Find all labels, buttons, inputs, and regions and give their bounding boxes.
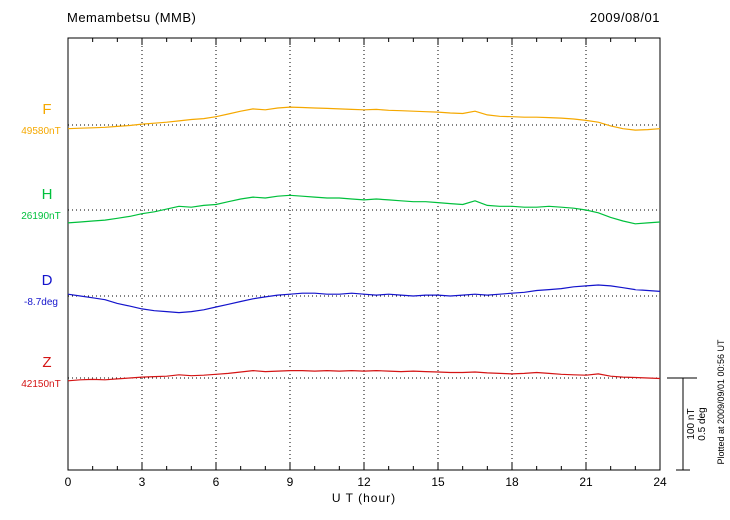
baseline-value-F: 49580nT (21, 126, 61, 137)
series-label-H: H (41, 186, 53, 203)
scale-label-nT: 100 nT (686, 408, 697, 440)
scale-bar-labels: 100 nT 0.5 deg (686, 407, 708, 440)
x-tick-label: 18 (505, 475, 519, 489)
baseline-value-D: -8.7deg (24, 297, 58, 308)
x-tick-label: 15 (431, 475, 445, 489)
series-label-D: D (41, 272, 53, 289)
trace-D (67, 284, 661, 314)
x-tick-label: 12 (357, 475, 371, 489)
series-label-F: F (42, 101, 52, 118)
baseline-value-Z: 42150nT (21, 379, 61, 390)
x-tick-label: 0 (65, 475, 72, 489)
observation-date: 2009/08/01 (589, 10, 660, 25)
plotted-at-note: Plotted at 2009/09/01 00:56 UT (716, 339, 726, 465)
x-axis-label: U T (hour) (331, 491, 397, 505)
series-label-Z: Z (42, 354, 52, 371)
trace-H (67, 194, 661, 225)
baseline-value-H: 26190nT (21, 211, 61, 222)
x-tick-label: 9 (287, 475, 294, 489)
x-tick-label: 3 (139, 475, 146, 489)
x-tick-label: 21 (579, 475, 593, 489)
x-tick-label: 6 (213, 475, 220, 489)
scale-label-deg: 0.5 deg (697, 407, 708, 441)
trace-Z (67, 370, 661, 382)
x-tick-label: 24 (653, 475, 667, 489)
trace-F (67, 106, 661, 131)
station-title: Memambetsu (MMB) (67, 10, 197, 25)
